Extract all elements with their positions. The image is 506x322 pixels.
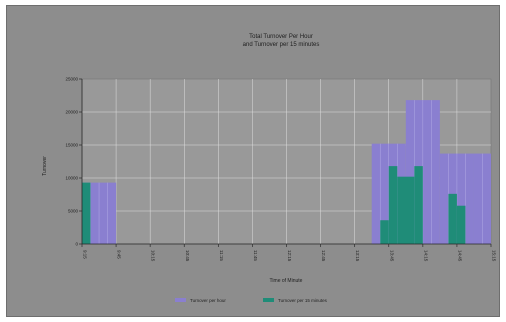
y-tick-label: 15000 <box>65 143 78 148</box>
legend-swatch-hour <box>175 298 186 302</box>
quarter-hour-turnover-bars <box>82 166 466 244</box>
x-tick-label: 12:45 <box>321 250 326 262</box>
quarter-hour-bar <box>82 182 91 244</box>
quarter-hour-bar <box>448 193 457 244</box>
y-tick-label: 0 <box>75 242 78 247</box>
quarter-hour-bar <box>388 166 398 244</box>
chart-frame: Total Turnover Per Hour and Turnover per… <box>6 5 500 317</box>
x-tick-label: 10:45 <box>185 250 190 262</box>
x-tick-label: 14:45 <box>457 250 462 262</box>
y-axis-ticks: 25000 20000 15000 10000 5000 0 <box>65 77 82 247</box>
y-tick-label: 20000 <box>65 110 78 115</box>
chart-legend: Turnover per hour Turnover per 15 minute… <box>175 298 328 303</box>
turnover-chart: Total Turnover Per Hour and Turnover per… <box>42 34 497 303</box>
quarter-hour-bar <box>397 176 415 244</box>
x-tick-label: 12:15 <box>287 250 292 262</box>
x-axis-label: Time of Minute <box>270 278 303 284</box>
y-tick-label: 5000 <box>68 209 79 214</box>
legend-label-15min: Turnover per 15 minutes <box>278 298 328 303</box>
quarter-hour-bar <box>380 220 389 244</box>
quarter-hour-bar <box>456 205 466 244</box>
y-axis-label: Turnover <box>42 156 48 176</box>
legend-label-hour: Turnover per hour <box>190 298 226 303</box>
x-tick-label: 13:45 <box>389 250 394 262</box>
x-tick-label: 11:45 <box>253 250 258 261</box>
quarter-hour-bar <box>414 166 423 244</box>
x-axis-ticks: 9:15 9:45 10:15 10:45 11:15 11:45 12:15 12:45 13… <box>81 244 497 262</box>
x-tick-label: 13:15 <box>355 250 360 262</box>
chart-title-line-1: Total Turnover Per Hour <box>249 34 313 40</box>
x-tick-label: 14:15 <box>423 250 428 262</box>
x-tick-label: 9:15 <box>83 250 88 259</box>
legend-swatch-15min <box>263 298 274 302</box>
y-tick-label: 25000 <box>65 77 78 82</box>
x-tick-label: 10:15 <box>151 250 156 262</box>
x-tick-label: 9:45 <box>117 250 122 259</box>
chart-title-line-2: and Turnover per 15 minutes <box>243 42 320 48</box>
x-tick-label: 15:15 <box>492 250 497 262</box>
y-tick-label: 10000 <box>65 176 78 181</box>
x-tick-label: 11:15 <box>219 250 224 261</box>
